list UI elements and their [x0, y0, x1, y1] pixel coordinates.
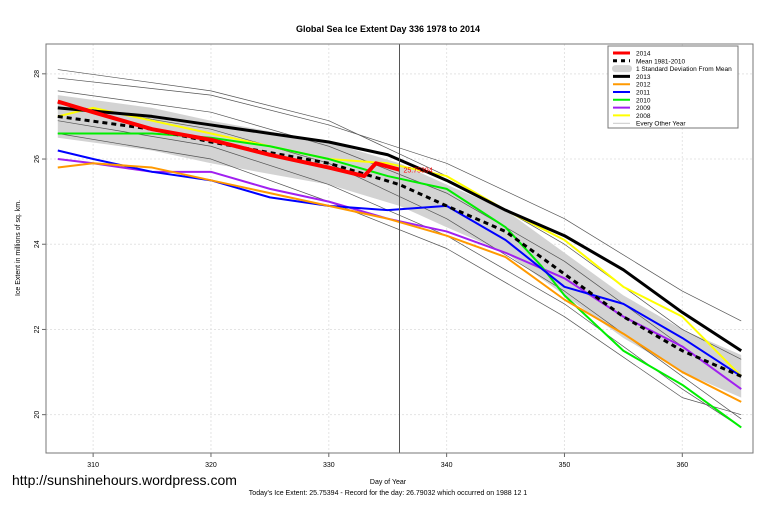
std-deviation-band: [57, 95, 742, 398]
chart-subtitle: Today's Ice Extent: 25.75394 - Record fo…: [249, 490, 528, 497]
series-line-2012: [57, 162, 742, 403]
x-tick-label: 320: [205, 462, 217, 469]
y-tick-label: 22: [34, 325, 41, 333]
series-line-2014: [57, 99, 401, 179]
x-tick-label: 310: [87, 462, 99, 469]
x-tick-label: 340: [441, 462, 453, 469]
legend-label: Every Other Year: [636, 121, 686, 128]
legend-swatch: [612, 65, 632, 73]
watermark: http://sunshinehours.wordpress.com: [12, 472, 237, 488]
plot-frame: [45, 43, 754, 454]
x-axis-label: Day of Year: [370, 479, 407, 486]
legend-label: 2008: [636, 113, 651, 120]
series-line-other-year: [57, 103, 742, 420]
legend-label: 2014: [636, 51, 651, 58]
series-line-other-year: [57, 133, 742, 415]
y-axis-label: Ice Extent in millions of sq. km.: [15, 200, 22, 296]
series-line-every-other-year: [57, 77, 742, 322]
series-line-2008: [57, 106, 742, 378]
y-tick-label: 26: [34, 155, 41, 163]
chart-title: Global Sea Ice Extent Day 336 1978 to 20…: [296, 24, 480, 34]
series-line-2013: [57, 106, 743, 353]
series-line-2010: [57, 132, 742, 429]
y-tick-label: 20: [34, 411, 41, 419]
x-tick-label: 360: [676, 462, 688, 469]
y-tick-label: 24: [34, 240, 41, 248]
current-value-label: 25.75394: [404, 168, 433, 175]
legend-label: 2011: [636, 90, 650, 97]
y-tick-label: 28: [34, 70, 41, 78]
x-tick-label: 330: [323, 462, 335, 469]
legend-label: 2012: [636, 82, 651, 89]
legend-label: 1 Standard Deviation From Mean: [636, 66, 732, 73]
x-tick-label: 350: [559, 462, 571, 469]
legend-label: 2013: [636, 74, 651, 81]
legend-label: 2009: [636, 105, 651, 112]
legend-label: 2010: [636, 97, 651, 104]
series-line-2011: [57, 149, 742, 378]
legend-label: Mean 1981-2010: [636, 58, 686, 65]
